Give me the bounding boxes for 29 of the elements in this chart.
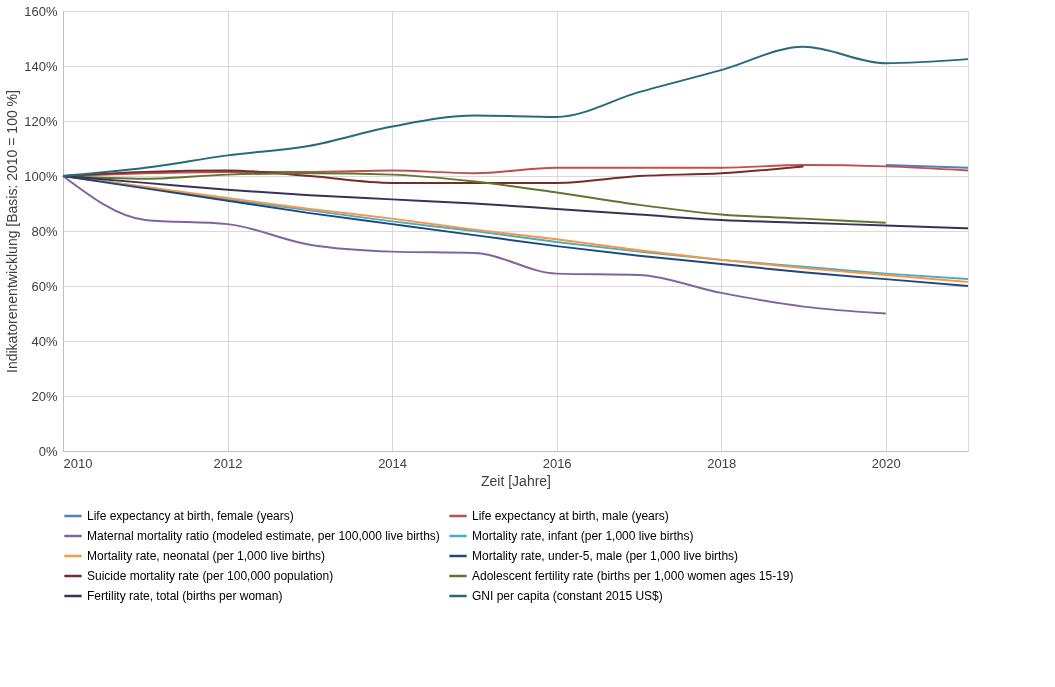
legend-label: Adolescent fertility rate (births per 1,000 women ages 15-19) [472, 569, 794, 583]
legend-label: Mortality rate, neonatal (per 1,000 live births) [87, 549, 326, 563]
y-axis-title: Indikatorenentwicklung [Basis: 2010 = 100 %] [4, 90, 21, 373]
line-series [62, 175, 887, 315]
x-tick-label: 2016 [542, 455, 572, 471]
y-tick-label: 120% [24, 113, 58, 129]
legend-label: Maternal mortality ratio (modeled estimate, per 100,000 live births) [87, 529, 440, 543]
y-tick-label: 140% [24, 58, 58, 74]
y-tick-label: 0% [38, 443, 58, 459]
y-tick-label: 60% [31, 278, 58, 294]
legend-label: Mortality rate, under-5, male (per 1,000 live births) [472, 549, 739, 563]
y-tick-label: 20% [31, 388, 58, 404]
legend-label: Suicide mortality rate (per 100,000 population) [87, 569, 334, 583]
x-tick-label: 2018 [707, 455, 737, 471]
x-tick-label: 2012 [213, 455, 243, 471]
y-tick-label: 40% [31, 333, 58, 349]
y-tick-label: 80% [31, 223, 58, 239]
line-series [62, 45, 969, 177]
legend-label: Life expectancy at birth, female (years) [87, 509, 294, 523]
x-axis-title: Zeit [Jahre] [480, 472, 552, 489]
x-tick-label: 2020 [871, 455, 901, 471]
legend-label: Life expectancy at birth, male (years) [472, 509, 669, 523]
legend-label: GNI per capita (constant 2015 US$) [472, 589, 663, 603]
legend-label: Fertility rate, total (births per woman) [87, 589, 283, 603]
y-tick-label: 160% [24, 3, 58, 19]
x-tick-label: 2010 [63, 455, 93, 471]
legend-label: Mortality rate, infant (per 1,000 live births) [472, 529, 694, 543]
y-tick-label: 100% [24, 168, 58, 184]
x-tick-label: 2014 [378, 455, 408, 471]
